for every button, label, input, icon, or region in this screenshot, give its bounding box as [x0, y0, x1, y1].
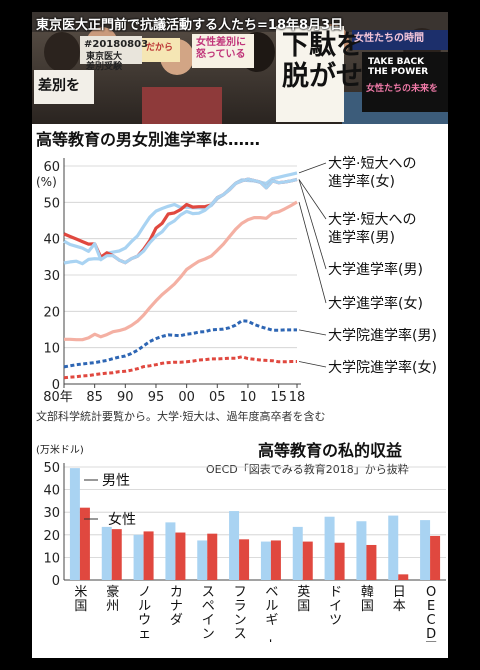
- chart2-bar: [398, 574, 409, 580]
- chart1-y-tick: 60: [43, 160, 60, 175]
- sign-hashtag: #20180803: [84, 39, 149, 50]
- sign-discrimination-exam: 東京医大 差別受験: [86, 52, 123, 73]
- chart1-label-leader: [298, 179, 327, 270]
- chart1-source-note: 文部科学統計要覧から。大学·短大は、過年度高卒者を含む: [36, 410, 326, 423]
- chart2-bar: [388, 515, 399, 580]
- chart2-bar: [111, 529, 122, 580]
- sign-take-back: TAKE BACK THE POWER: [368, 57, 429, 78]
- chart1-label-leader: [298, 201, 327, 304]
- sign-women-time: 女性たちの時間: [354, 33, 424, 44]
- chart2-subtitle: OECD「図表でみる教育2018」から抜粋: [206, 463, 409, 476]
- private-return-bar-chart: (万米ドル) 0 10 20 30 40 50 米国豪州ノルウェー カナダ スペイン フランス ベ…: [36, 443, 446, 642]
- chart2-category-label: ベルギー: [261, 585, 278, 642]
- chart2-bar: [420, 520, 431, 580]
- chart2-y-tick: 10: [43, 551, 60, 566]
- chart2-category-label: 韓国: [361, 585, 374, 614]
- chart1-y-tick: 30: [43, 269, 60, 284]
- chart2-bar: [366, 544, 377, 580]
- chart2-bar: [165, 522, 176, 580]
- chart2-y-tick: 30: [43, 506, 60, 521]
- chart2-category-label: 豪州: [106, 584, 119, 614]
- chart1-title: 高等教育の男女別進学率は……: [36, 130, 261, 149]
- chart1-series-label: 大学進学率(男): [328, 261, 423, 278]
- chart2-legend-label: 女性: [108, 511, 136, 528]
- chart2-bar: [430, 535, 441, 580]
- chart1-label-leader: [298, 361, 327, 368]
- chart2-y-tick: 0: [52, 574, 60, 589]
- chart2-bar: [143, 531, 154, 580]
- chart1-x-tick: 05: [209, 390, 226, 405]
- chart2-bar: [79, 507, 90, 580]
- chart2-bar: [229, 511, 240, 580]
- chart1-x-tick: 10: [240, 390, 257, 405]
- chart2-y-tick: 50: [43, 461, 60, 476]
- article-panel: 東京医大正門前で抗議活動する人たち=18年8月3日 #20180803 東京医大…: [32, 12, 448, 658]
- chart1-series-line: [63, 177, 298, 265]
- chart2-y-tick: 20: [43, 529, 60, 544]
- chart1-series-line: [63, 319, 297, 369]
- sign-women-future: 女性たちの未来を: [366, 84, 439, 94]
- chart2-bar: [302, 541, 313, 580]
- chart1-y-tick: 50: [43, 196, 60, 211]
- protest-photo-image: [32, 12, 448, 124]
- chart2-legend-label: 男性: [102, 473, 130, 489]
- chart1-series-line: [63, 177, 298, 265]
- enrollment-line-chart: (%) 0 10 20 30 40 50 60 80年 85 90 95 00 05 10 15 18 大学…: [36, 156, 437, 405]
- chart2-category-label: OECD平均: [425, 585, 438, 642]
- chart1-y-tick: 20: [43, 305, 60, 320]
- chart2-category-label: ノルウェー: [134, 585, 151, 642]
- chart2-bar: [133, 534, 144, 580]
- sign-discrimination: 差別を: [38, 78, 80, 94]
- chart1-y-unit: (%): [36, 175, 57, 189]
- chart1-x-tick: 15: [270, 390, 287, 405]
- chart2-title: 高等教育の私的収益: [258, 441, 403, 460]
- chart1-label-leader: [298, 162, 327, 174]
- chart1-label-leader: [298, 179, 327, 220]
- chart2-bar: [356, 521, 367, 580]
- chart1-x-tick: 00: [178, 390, 195, 405]
- photo-caption: 東京医大正門前で抗議活動する人たち=18年8月3日: [36, 18, 344, 33]
- chart1-series-label: 大学進学率(女): [328, 295, 423, 312]
- chart2-bar: [239, 539, 250, 580]
- chart2-bar: [334, 542, 345, 580]
- chart1-series-line: [63, 355, 297, 380]
- chart2-bar: [260, 541, 271, 580]
- chart2-category-label: 英国: [297, 585, 310, 614]
- chart2-category-label: 日本: [393, 585, 406, 614]
- chart2-y-tick: 40: [43, 484, 60, 499]
- sign-geta: 下駄を 脱がせろ: [282, 30, 390, 93]
- chart2-category-label: 米国: [74, 585, 87, 614]
- chart2-bar: [197, 540, 208, 580]
- chart2-category-label: フランス: [234, 585, 247, 642]
- chart2-bar: [101, 526, 112, 580]
- chart1-x-tick: 90: [117, 390, 134, 405]
- chart1-x-tick: 85: [86, 390, 103, 405]
- protest-photo: 東京医大正門前で抗議活動する人たち=18年8月3日 #20180803 東京医大…: [32, 12, 448, 124]
- chart2-category-label: ドイツ: [329, 585, 342, 628]
- chart2-bar: [175, 532, 186, 580]
- chart1-series-line: [64, 200, 298, 342]
- chart1-y-tick: 10: [43, 342, 60, 357]
- chart1-x-tick: 18: [289, 390, 306, 405]
- chart1-series-label: 大学·短大への進学率(男): [328, 212, 416, 246]
- chart1-y-tick: 0: [52, 378, 60, 393]
- chart1-x-tick: 80年: [43, 390, 73, 405]
- chart2-bar: [69, 468, 80, 580]
- chart2-category-label: スペイン: [202, 585, 215, 642]
- chart2-y-unit: (万米ドル): [36, 443, 84, 456]
- chart2-bar: [324, 516, 335, 580]
- chart2-bar: [270, 540, 281, 580]
- chart2-bar: [292, 526, 303, 580]
- chart1-label-leader: [298, 329, 327, 336]
- chart1-series-label: 大学·短大への進学率(女): [328, 156, 416, 190]
- chart1-series-label: 大学院進学率(女): [328, 359, 437, 376]
- chart2-bar: [207, 533, 218, 580]
- sign-angry: 女性差別に 怒っている: [196, 37, 246, 60]
- sign-dakara: だから: [146, 43, 174, 53]
- chart1-series-label: 大学院進学率(男): [328, 327, 437, 344]
- chart2-category-label: カナダ: [170, 585, 183, 628]
- chart1-y-tick: 40: [43, 233, 60, 248]
- chart1-x-tick: 95: [148, 390, 165, 405]
